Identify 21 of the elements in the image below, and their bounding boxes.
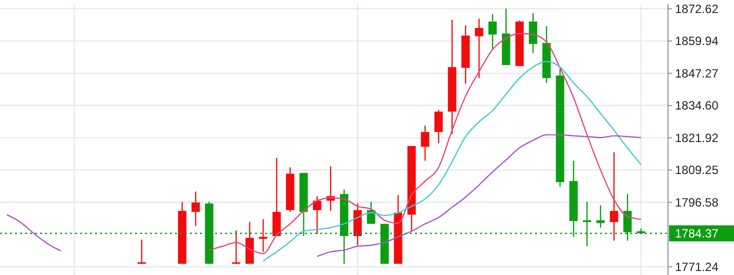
y-tick-label: 1821.92	[675, 130, 719, 145]
y-tick-label: 1809.25	[675, 163, 719, 178]
candlestick	[434, 109, 443, 144]
candlestick	[258, 218, 268, 252]
candlestick	[312, 196, 322, 235]
candlestick	[232, 230, 240, 264]
candlestick	[474, 18, 484, 79]
y-tick-label: 1771.24	[675, 260, 719, 274]
y-tick-label: 1796.58	[675, 195, 719, 210]
candlestick	[420, 125, 430, 162]
ref-line-label: 1784.37	[675, 226, 719, 241]
candlestick	[191, 190, 200, 226]
y-tick-label: 1834.60	[675, 98, 719, 113]
y-tick-label: 1847.27	[675, 66, 719, 80]
line-series	[262, 60, 642, 262]
y-tick-label: 1859.94	[675, 34, 719, 48]
candlestick	[488, 14, 497, 50]
candlestick	[610, 152, 618, 242]
y-tick-label: 1872.62	[675, 2, 719, 16]
candlestick	[138, 239, 146, 264]
candlestick	[528, 12, 538, 54]
